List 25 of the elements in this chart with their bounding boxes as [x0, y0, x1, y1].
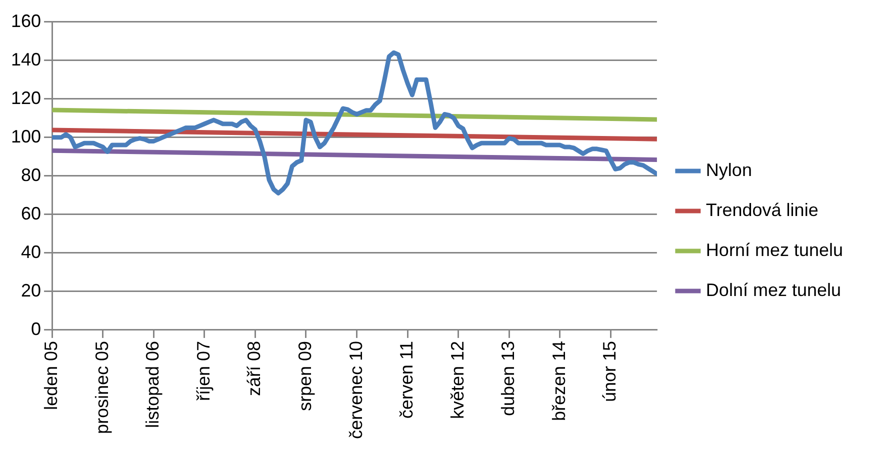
- y-tick-label: 0: [31, 318, 42, 339]
- x-tick-label: leden 05: [41, 340, 61, 410]
- y-tick-label: 160: [10, 10, 42, 31]
- y-tick-label: 80: [21, 164, 42, 185]
- x-tick-label: listopad 06: [142, 340, 163, 428]
- legend-label: Trendová linie: [706, 200, 818, 220]
- x-tick-label: srpen 09: [294, 340, 315, 412]
- x-tick-label: duben 13: [498, 340, 518, 416]
- y-tick-label: 140: [10, 49, 42, 70]
- x-tick-label: únor 15: [600, 340, 620, 402]
- legend-label: Dolní mez tunelu: [706, 280, 842, 300]
- legend-label: Nylon: [706, 160, 752, 180]
- y-tick-label: 60: [21, 203, 42, 224]
- x-tick-label: prosinec 05: [92, 340, 112, 434]
- x-tick-label: říjen 07: [193, 340, 214, 401]
- y-tick-label: 100: [10, 126, 42, 146]
- y-tick-label: 40: [21, 242, 42, 262]
- x-tick-label: červen 11: [396, 340, 417, 419]
- x-tick-label: září 08: [244, 340, 264, 396]
- x-tick-label: květen 12: [447, 340, 468, 420]
- x-tick-label: březen 14: [548, 340, 569, 422]
- y-tick-label: 120: [10, 88, 42, 108]
- x-tick-label: červenec 10: [346, 340, 366, 440]
- y-tick-label: 20: [21, 280, 42, 300]
- legend-label: Horní mez tunelu: [706, 240, 844, 260]
